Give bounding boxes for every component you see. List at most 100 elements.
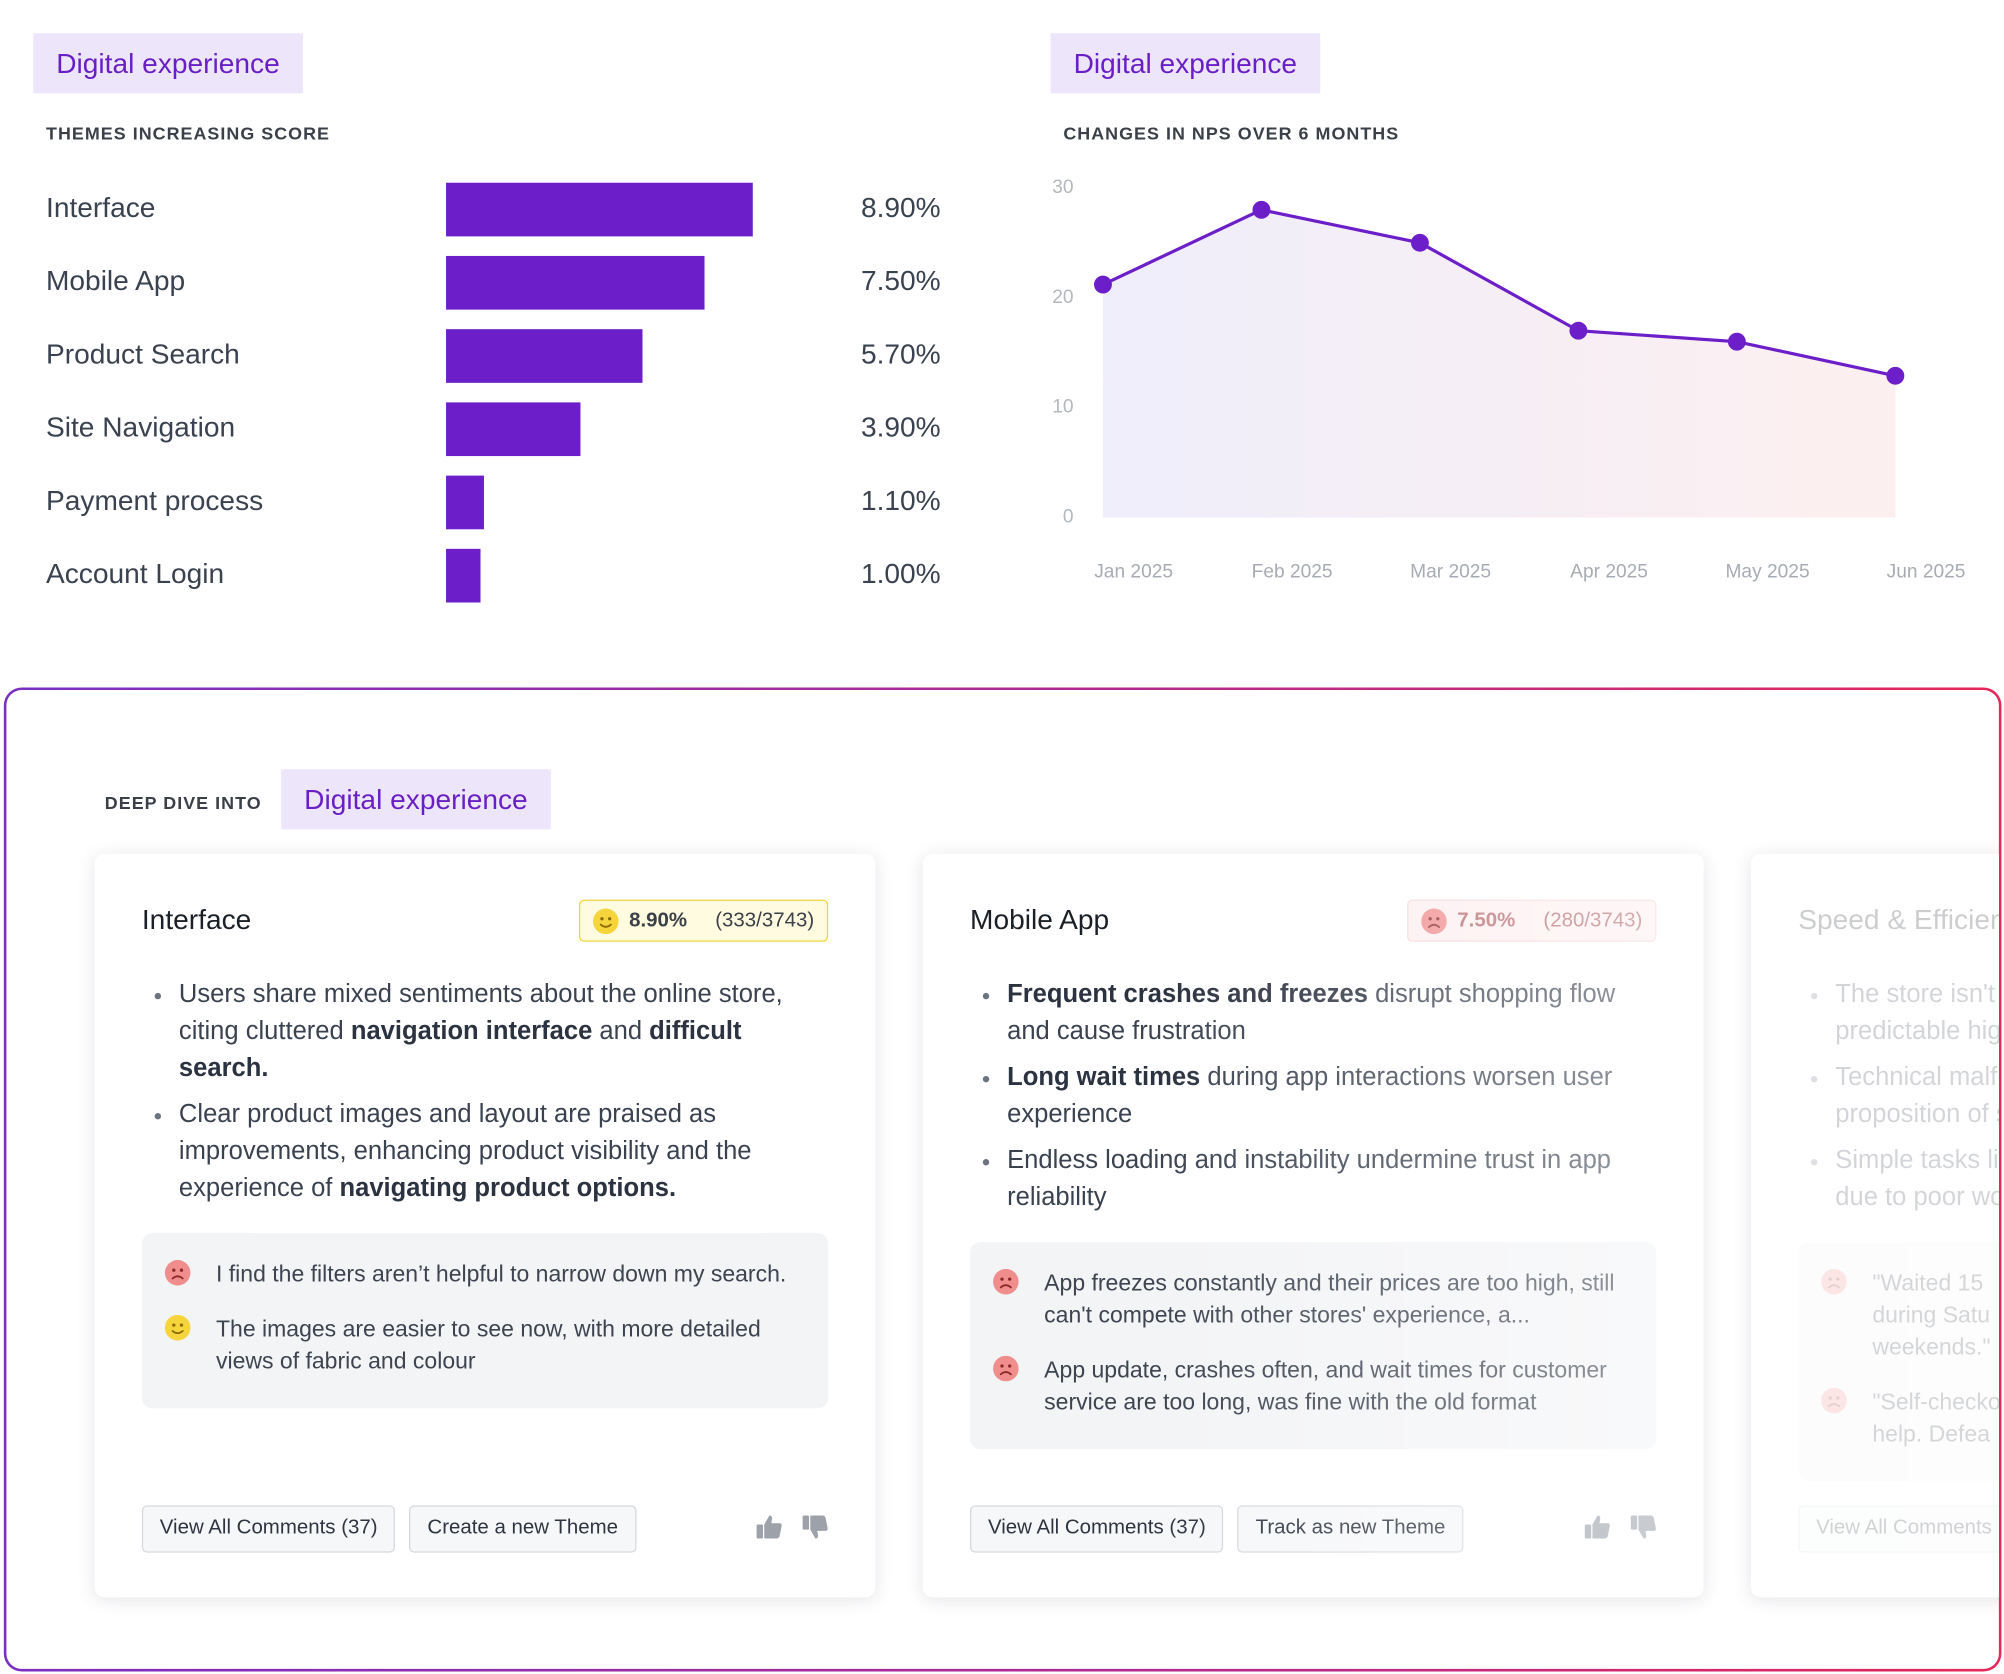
line bbox=[1102, 208, 1896, 378]
x-tick-label: Jun 2025 bbox=[1887, 562, 1966, 583]
bar bbox=[446, 182, 753, 237]
bar bbox=[446, 329, 643, 383]
bullet: Frequent crashes and freezes disrupt sho… bbox=[970, 976, 1656, 1050]
thumbs-up[interactable] bbox=[755, 1513, 783, 1541]
bullet: Simple tasks lik due to poor wo bbox=[1798, 1142, 1999, 1216]
quote-text: I find the filters aren’t helpful to nar… bbox=[215, 1261, 787, 1287]
theme-card: Mobile App 7.50% (280/3743) Frequent crashe… bbox=[922, 853, 1704, 1598]
quote: App update, crashes often, and wait time… bbox=[993, 1355, 1633, 1419]
card-title: Interface bbox=[141, 903, 252, 936]
bullet-text: Users share mixed sentiments about the o… bbox=[178, 980, 783, 1046]
bullet-text: Endless loading and instability undermin… bbox=[1007, 1146, 1612, 1212]
quote: I find the filters aren’t helpful to nar… bbox=[164, 1259, 805, 1291]
card-content: Interface 8.90% (333/3743) Users share mixe… bbox=[95, 854, 876, 1598]
charts: Interface 8.90% Mobile App 7.50% Product Sea… bbox=[46, 177, 1966, 603]
area bbox=[1102, 209, 1896, 518]
quote: "Waited 15 during Satu weekends." bbox=[1821, 1268, 1999, 1364]
theme-card: Interface 8.90% (333/3743) Users share mixe… bbox=[94, 853, 876, 1598]
theme-tag: Digital experience bbox=[281, 769, 551, 830]
button[interactable]: View All Comments (37) bbox=[970, 1505, 1224, 1553]
sentiment-icon bbox=[1821, 1387, 1847, 1414]
button[interactable]: View All Comments bbox=[1798, 1505, 1999, 1553]
value-label: 7.50% bbox=[861, 265, 941, 296]
quote-text: App update, crashes often, and wait time… bbox=[1044, 1357, 1607, 1415]
bar-label: Site Navigation bbox=[46, 412, 235, 443]
quote-box: "Waited 15 during Satu weekends." "Self-c… bbox=[1798, 1242, 1999, 1482]
theme-tag: Digital experience bbox=[1050, 33, 1321, 94]
y-tick-label: 30 bbox=[1052, 177, 1073, 198]
bullet: Clear product images and layout are prai… bbox=[142, 1096, 828, 1207]
point bbox=[1569, 321, 1588, 340]
score-badge: 7.50% (280/3743) bbox=[1407, 899, 1657, 942]
quote: App freezes constantly and their prices … bbox=[993, 1268, 1633, 1332]
x-tick-label: Mar 2025 bbox=[1410, 562, 1491, 583]
score: 7.50% bbox=[1457, 909, 1516, 931]
value-label: 3.90% bbox=[861, 412, 941, 443]
value-label: 1.10% bbox=[861, 485, 941, 516]
theme-tag: Digital experience bbox=[33, 33, 303, 94]
count: (333/3743) bbox=[715, 909, 815, 931]
deep-dive-label: DEEP DIVE INTO bbox=[104, 792, 262, 813]
bullet-text: navigation interface bbox=[350, 1017, 593, 1046]
button[interactable]: Track as new Theme bbox=[1237, 1505, 1464, 1553]
card-body: Users share mixed sentiments about the o… bbox=[141, 976, 829, 1409]
thumbs-down[interactable] bbox=[1630, 1513, 1658, 1541]
bullet-text: disrupt shopping flow and cause frustrat… bbox=[1007, 980, 1616, 1046]
quote-text: App freezes constantly and their prices … bbox=[1044, 1270, 1615, 1328]
sentiment-icon bbox=[993, 1355, 1019, 1382]
buttons: View All Comments (37) Track as new Theme bbox=[970, 1505, 1464, 1553]
thumbs-down[interactable] bbox=[801, 1513, 829, 1541]
point bbox=[1410, 233, 1429, 252]
bar-label: Account Login bbox=[46, 558, 224, 589]
bar-label: Product Search bbox=[46, 338, 240, 369]
x-tick-label: May 2025 bbox=[1725, 562, 1809, 583]
score: 8.90% bbox=[629, 909, 688, 931]
score-badge: 8.90% (333/3743) bbox=[579, 899, 829, 942]
buttons: View All Comments bbox=[1798, 1505, 1999, 1553]
quote-text: The images are easier to see now, with m… bbox=[215, 1316, 761, 1374]
quote: The images are easier to see now, with m… bbox=[164, 1314, 805, 1378]
bar bbox=[446, 255, 705, 310]
sentiment-icon bbox=[164, 1259, 191, 1286]
quote-text: "Waited 15 during Satu weekends." bbox=[1872, 1270, 1991, 1360]
button[interactable]: View All Comments (37) bbox=[141, 1505, 396, 1553]
bullet-text: Clear product images and layout are prai… bbox=[178, 1100, 752, 1203]
section-title: THEMES INCREASING SCORE bbox=[46, 122, 330, 144]
bar-label: Interface bbox=[46, 192, 155, 223]
value-label: 8.90% bbox=[861, 192, 941, 223]
x-tick-label: Feb 2025 bbox=[1252, 562, 1333, 583]
card-title: Mobile App bbox=[970, 903, 1110, 936]
count: (280/3743) bbox=[1543, 909, 1643, 931]
point bbox=[1886, 366, 1905, 385]
x-tick-label: Jan 2025 bbox=[1094, 562, 1173, 583]
deep-dive-frame: DEEP DIVE INTO Digital experience Interf… bbox=[3, 687, 2002, 1672]
bar-label: Payment process bbox=[46, 485, 263, 516]
card-body: Frequent crashes and freezes disrupt sho… bbox=[970, 976, 1657, 1450]
bar bbox=[446, 548, 481, 603]
y-tick-label: 10 bbox=[1052, 397, 1073, 418]
quote-box: App freezes constantly and their prices … bbox=[970, 1242, 1657, 1450]
bullet-text: and bbox=[592, 1017, 650, 1046]
bullet: Technical malfu proposition of s bbox=[1798, 1059, 1999, 1133]
bullet: Users share mixed sentiments about the o… bbox=[142, 976, 828, 1087]
card-content: Speed & Efficien The store isn't a predic… bbox=[1751, 854, 1999, 1598]
sentiment-icon bbox=[164, 1314, 191, 1341]
quote-text: "Self-checko help. Defea bbox=[1872, 1389, 1999, 1447]
bullet-list: Frequent crashes and freezes disrupt sho… bbox=[970, 976, 1656, 1216]
feedback bbox=[755, 1513, 829, 1541]
thumbs-up[interactable] bbox=[1584, 1513, 1612, 1541]
button[interactable]: Create a new Theme bbox=[409, 1505, 636, 1553]
value-label: 1.00% bbox=[861, 558, 941, 589]
bullet-text: Long wait times bbox=[1007, 1063, 1201, 1092]
sentiment-icon bbox=[593, 907, 619, 934]
card-body: The store isn't a predictable hig Technic… bbox=[1798, 976, 1999, 1482]
y-tick-label: 0 bbox=[1063, 507, 1074, 528]
section-title: CHANGES IN NPS OVER 6 MONTHS bbox=[1063, 122, 1400, 144]
bullet-list: Users share mixed sentiments about the o… bbox=[142, 976, 828, 1207]
bullet: The store isn't a predictable hig bbox=[1798, 976, 1999, 1050]
card-title: Speed & Efficien bbox=[1798, 903, 1999, 936]
buttons: View All Comments (37) Create a new Theme bbox=[141, 1505, 636, 1553]
point bbox=[1094, 275, 1112, 294]
bullet-list: The store isn't a predictable hig Technic… bbox=[1798, 976, 1999, 1216]
